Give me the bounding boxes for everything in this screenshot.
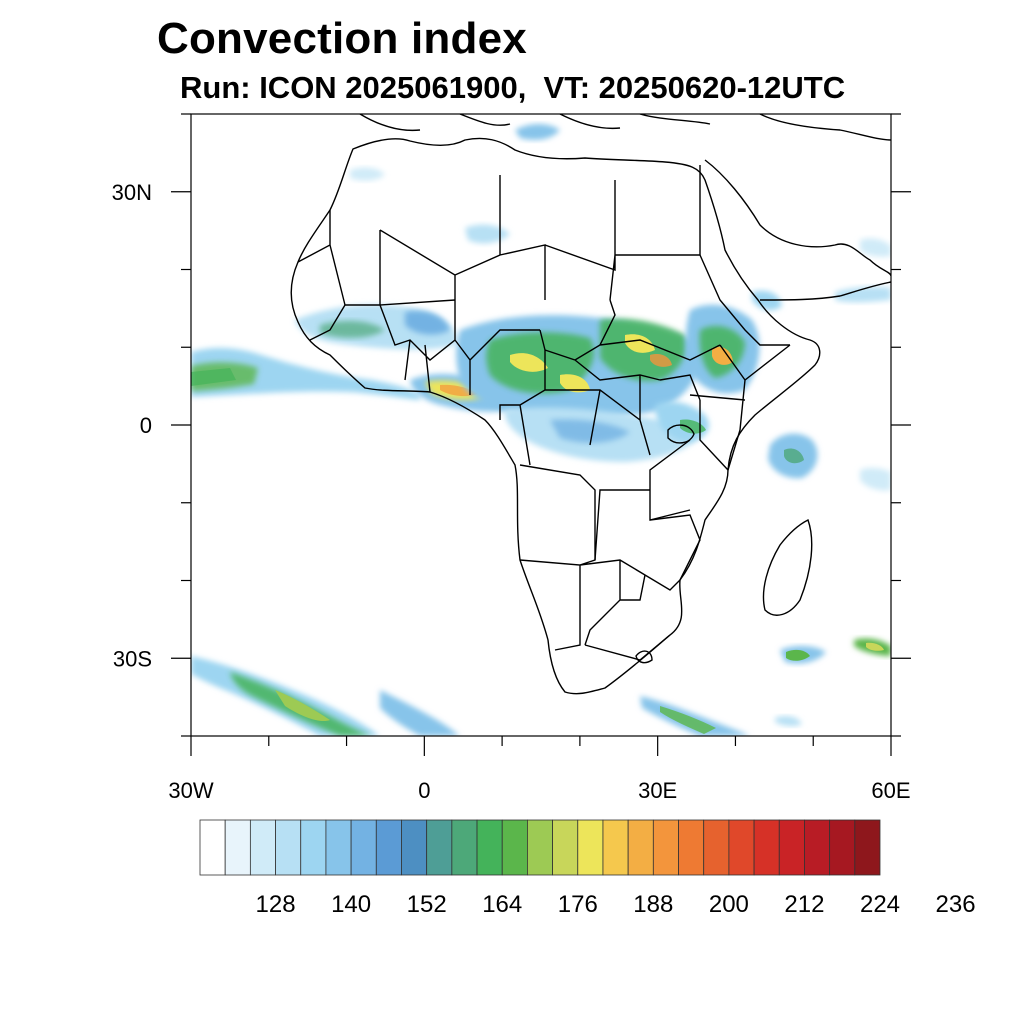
convection-field	[191, 124, 891, 736]
colorbar-swatch	[224, 819, 251, 876]
colorbar-swatch	[275, 819, 302, 876]
colorbar-label: 200	[709, 891, 749, 918]
colorbar-swatch	[527, 819, 553, 876]
colorbar-swatch	[300, 819, 327, 876]
colorbar-label: 164	[482, 891, 522, 918]
colorbar-swatch	[451, 819, 478, 876]
colorbar-swatch	[501, 819, 528, 876]
colorbar-swatch	[652, 819, 679, 876]
colorbar-swatch	[476, 819, 503, 876]
colorbar-swatch	[627, 819, 654, 876]
chart-subtitle: Run: ICON 2025061900, VT: 20250620-12UTC	[180, 70, 846, 105]
colorbar-label: 152	[407, 891, 447, 918]
colorbar-swatch	[325, 819, 352, 876]
colorbar-swatch	[401, 819, 428, 876]
axis-ticks	[171, 113, 911, 756]
colorbar-label: 212	[784, 891, 824, 918]
borders-east	[594, 254, 791, 561]
region-south-indian-front	[640, 696, 750, 736]
colorbar-swatch	[829, 819, 856, 876]
colorbar-swatch	[678, 819, 705, 876]
colorbar-swatch	[350, 819, 377, 876]
borders-west	[309, 299, 540, 395]
arabia-coastline	[704, 159, 891, 301]
axis-tick-labels: 30W 0 30E 60E 30N 0 30S	[112, 180, 911, 803]
colorbar-swatch	[753, 819, 780, 876]
mediterranean-north-shores	[359, 114, 891, 141]
borders-south	[519, 464, 701, 661]
borders-central	[499, 299, 721, 466]
colorbar-swatch	[602, 819, 629, 876]
colorbar-label: 176	[558, 891, 598, 918]
region-atlantic-itcz-band	[191, 347, 420, 400]
x-tick-label: 0	[418, 778, 430, 803]
lake-victoria	[667, 424, 695, 444]
colorbar-swatch	[804, 819, 831, 876]
colorbar-swatch	[426, 819, 453, 876]
y-tick-label: 30S	[113, 646, 152, 671]
y-tick-label: 30N	[112, 180, 152, 205]
colorbar-label: 236	[936, 891, 976, 918]
colorbar-swatch	[854, 819, 881, 876]
x-tick-label: 60E	[871, 778, 910, 803]
colorbar-swatch	[778, 819, 805, 876]
colorbar-swatch	[577, 819, 604, 876]
colorbar	[199, 819, 881, 876]
colorbar-labels: 128 140 152 164 176 188 200 212 224 236	[256, 891, 976, 918]
colorbar-label: 128	[256, 891, 296, 918]
colorbar-label: 188	[633, 891, 673, 918]
colorbar-swatch	[728, 819, 755, 876]
lesotho-border	[635, 650, 653, 664]
colorbar-label: 140	[331, 891, 371, 918]
colorbar-label: 224	[860, 891, 900, 918]
colorbar-swatch	[199, 819, 226, 876]
coastlines-and-borders	[290, 114, 891, 695]
colorbar-swatch	[249, 819, 276, 876]
madagascar-coastline	[762, 519, 813, 616]
y-tick-label: 0	[140, 413, 152, 438]
chart-title: Convection index	[157, 14, 527, 63]
x-tick-label: 30W	[168, 778, 213, 803]
x-tick-label: 30E	[638, 778, 677, 803]
borders-north	[297, 165, 701, 306]
colorbar-swatch	[552, 819, 579, 876]
colorbar-swatch	[703, 819, 730, 876]
colorbar-swatch	[375, 819, 402, 876]
